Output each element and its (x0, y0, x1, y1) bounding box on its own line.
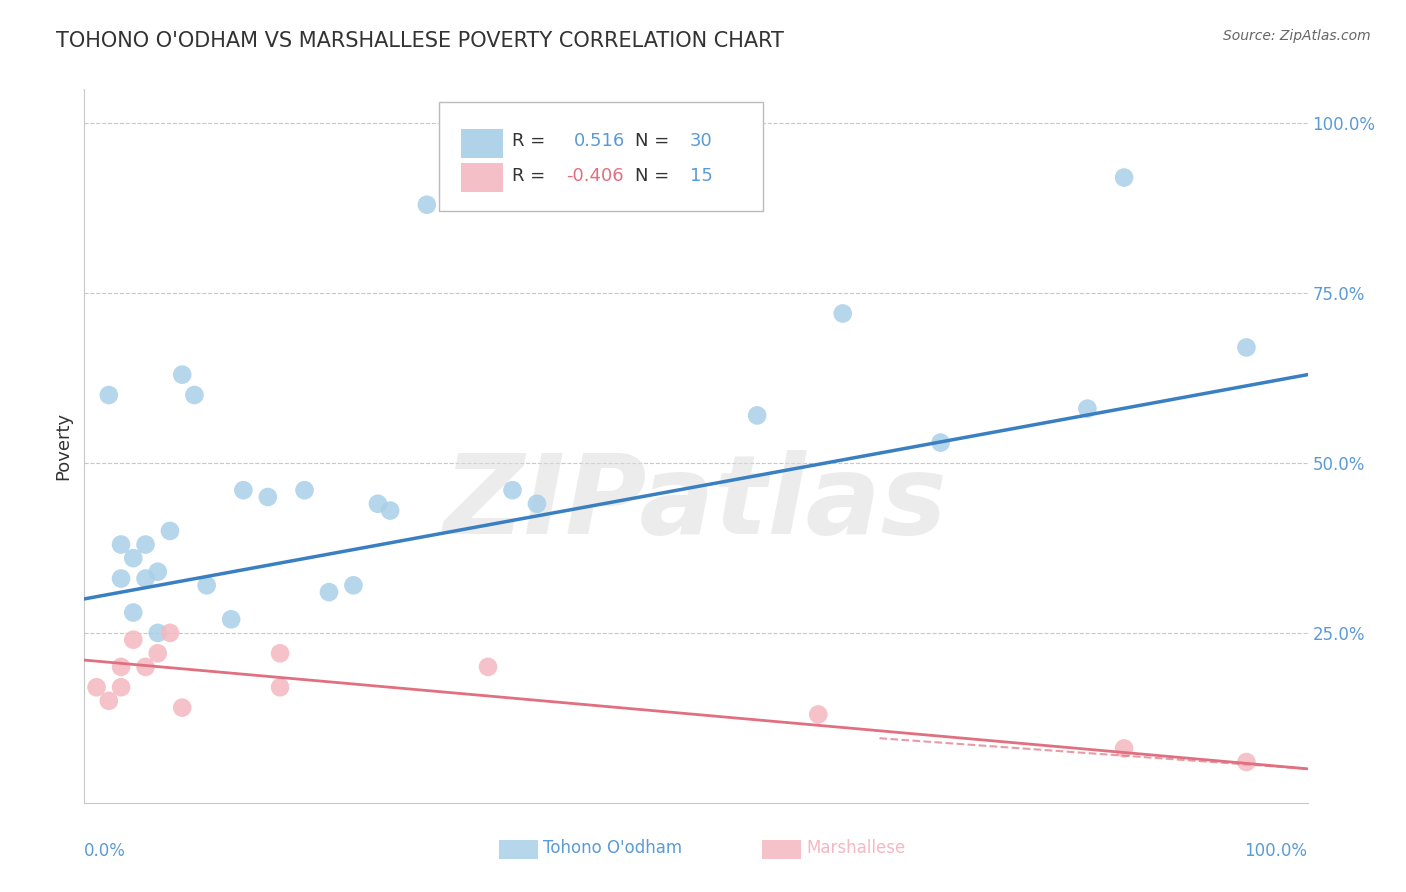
Point (97, 388, 120, 402)
Point (1114, 741, 1136, 756)
Point (135, 660, 157, 674)
Text: Marshallese: Marshallese (806, 839, 905, 857)
Point (1236, 755, 1258, 769)
Point (110, 572, 132, 586)
Text: Source: ZipAtlas.com: Source: ZipAtlas.com (1223, 29, 1371, 43)
Text: N =: N = (636, 167, 669, 185)
Point (110, 537, 132, 551)
Text: 100.0%: 100.0% (1244, 842, 1308, 860)
Point (110, 680, 132, 694)
Point (172, 700, 194, 714)
Point (122, 632, 145, 647)
Text: Tohono O'odham: Tohono O'odham (543, 839, 682, 857)
Point (232, 483, 254, 498)
Point (257, 490, 280, 504)
Text: N =: N = (636, 132, 669, 150)
Point (146, 626, 169, 640)
Point (1236, 341, 1258, 355)
Point (269, 646, 291, 660)
Point (122, 551, 145, 566)
Point (146, 646, 169, 660)
Point (526, 497, 548, 511)
Text: 15: 15 (690, 167, 713, 185)
Point (97, 694, 120, 708)
Text: R =: R = (513, 132, 546, 150)
Point (159, 626, 181, 640)
FancyBboxPatch shape (439, 102, 763, 211)
Point (195, 578, 218, 592)
Point (172, 368, 194, 382)
Point (747, 409, 769, 423)
Point (122, 606, 145, 620)
Text: ZIPatlas: ZIPatlas (444, 450, 948, 557)
Text: 30: 30 (690, 132, 713, 150)
FancyBboxPatch shape (461, 129, 503, 158)
Point (929, 435, 952, 450)
Point (416, 198, 439, 212)
Point (110, 660, 132, 674)
Point (269, 680, 291, 694)
Point (367, 497, 389, 511)
Point (135, 537, 157, 551)
FancyBboxPatch shape (499, 840, 538, 859)
Point (86, 680, 108, 694)
Point (342, 578, 364, 592)
Text: 0.0%: 0.0% (84, 842, 127, 860)
Point (380, 503, 402, 517)
Text: 0.516: 0.516 (574, 132, 624, 150)
Point (294, 483, 316, 498)
Point (318, 585, 340, 599)
Text: TOHONO O'ODHAM VS MARSHALLESE POVERTY CORRELATION CHART: TOHONO O'ODHAM VS MARSHALLESE POVERTY CO… (56, 31, 785, 51)
Point (1114, 170, 1136, 185)
Point (807, 707, 830, 722)
Point (159, 524, 181, 538)
Point (135, 572, 157, 586)
FancyBboxPatch shape (762, 840, 801, 859)
Point (831, 306, 853, 320)
Y-axis label: Poverty: Poverty (55, 412, 73, 480)
Point (1076, 401, 1098, 416)
FancyBboxPatch shape (461, 163, 503, 192)
Point (219, 612, 242, 626)
Text: -0.406: -0.406 (567, 167, 624, 185)
Point (146, 565, 169, 579)
Point (502, 483, 524, 498)
Point (183, 388, 205, 402)
Text: R =: R = (513, 167, 546, 185)
Point (477, 660, 499, 674)
